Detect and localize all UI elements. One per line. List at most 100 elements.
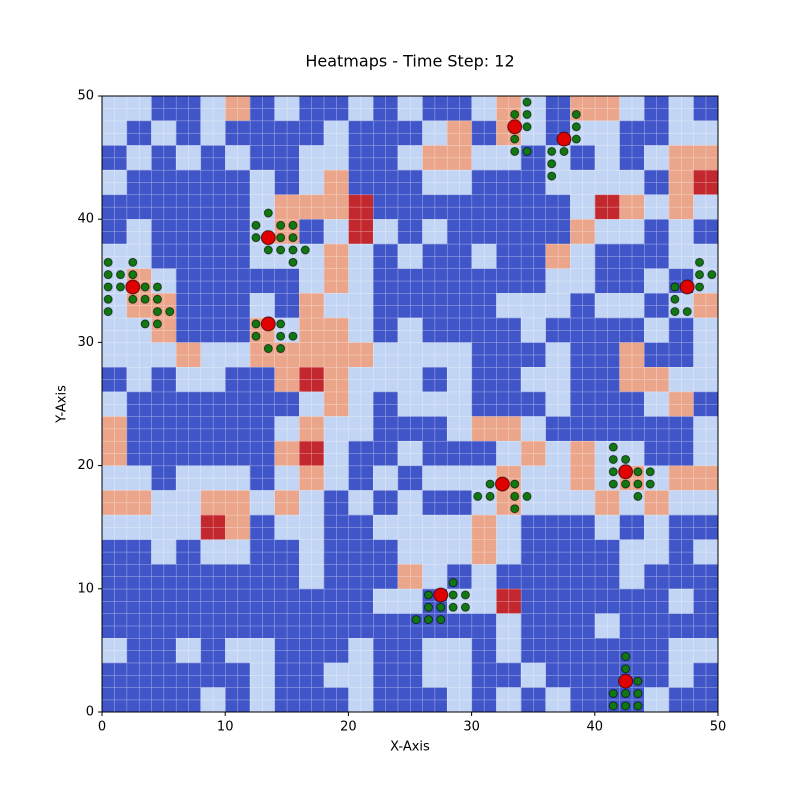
point — [633, 467, 643, 477]
point — [436, 615, 446, 625]
point — [621, 689, 631, 699]
point — [263, 245, 273, 255]
point — [679, 279, 695, 295]
point — [260, 316, 276, 332]
point — [448, 578, 458, 588]
point — [621, 652, 631, 662]
point — [276, 245, 286, 255]
point — [423, 590, 433, 600]
point — [152, 282, 162, 292]
point — [128, 294, 138, 304]
point — [276, 344, 286, 354]
point — [670, 282, 680, 292]
x-tick-label: 50 — [710, 720, 727, 735]
point — [608, 479, 618, 489]
point — [682, 307, 692, 317]
point — [448, 590, 458, 600]
point — [510, 109, 520, 119]
point — [621, 454, 631, 464]
point — [608, 467, 618, 477]
point — [263, 344, 273, 354]
point — [103, 257, 113, 267]
point — [152, 294, 162, 304]
point — [608, 454, 618, 464]
point — [140, 319, 150, 329]
point — [485, 479, 495, 489]
x-tick-label: 40 — [587, 720, 604, 735]
y-axis-label: Y-Axis — [55, 385, 70, 424]
point — [633, 479, 643, 489]
point — [522, 109, 532, 119]
point — [510, 146, 520, 156]
point — [510, 134, 520, 144]
y-tick-label: 30 — [77, 335, 94, 350]
point — [547, 146, 557, 156]
point — [251, 233, 261, 243]
point — [448, 602, 458, 612]
point — [288, 220, 298, 230]
point — [621, 664, 631, 674]
point — [423, 615, 433, 625]
point — [125, 279, 141, 295]
point — [510, 479, 520, 489]
point — [571, 109, 581, 119]
point — [559, 146, 569, 156]
point — [522, 146, 532, 156]
axes: 0 10 20 30 40 50 0 10 20 30 40 50 — [77, 89, 726, 735]
point — [608, 689, 618, 699]
point — [621, 479, 631, 489]
point — [522, 97, 532, 107]
point — [165, 307, 175, 317]
point — [288, 233, 298, 243]
point — [547, 159, 557, 169]
point — [522, 122, 532, 132]
point — [618, 464, 634, 480]
point — [251, 319, 261, 329]
point — [103, 270, 113, 280]
point — [251, 331, 261, 341]
point — [633, 491, 643, 501]
point — [507, 119, 523, 135]
point — [152, 307, 162, 317]
cell-grid — [102, 96, 718, 712]
point — [473, 491, 483, 501]
point — [460, 590, 470, 600]
x-tick-label: 10 — [217, 720, 234, 735]
x-tick-label: 30 — [463, 720, 480, 735]
point — [103, 307, 113, 317]
chart-title: Heatmaps - Time Step: 12 — [305, 52, 514, 71]
point — [276, 233, 286, 243]
point — [128, 270, 138, 280]
point — [300, 245, 310, 255]
point — [128, 257, 138, 267]
y-tick-label: 0 — [86, 705, 94, 720]
point — [608, 701, 618, 711]
point — [115, 282, 125, 292]
point — [633, 689, 643, 699]
point — [152, 319, 162, 329]
point — [571, 122, 581, 132]
point — [423, 602, 433, 612]
point — [140, 294, 150, 304]
point — [288, 245, 298, 255]
y-tick-label: 10 — [77, 581, 94, 596]
point — [276, 319, 286, 329]
point — [645, 467, 655, 477]
point — [263, 208, 273, 218]
point — [571, 134, 581, 144]
point — [251, 220, 261, 230]
point — [695, 282, 705, 292]
point — [707, 270, 717, 280]
point — [260, 230, 276, 246]
point — [556, 131, 572, 147]
point — [494, 476, 510, 492]
point — [645, 479, 655, 489]
x-tick-label: 20 — [340, 720, 357, 735]
point — [460, 602, 470, 612]
x-axis-label: X-Axis — [390, 740, 430, 755]
point — [621, 701, 631, 711]
point — [547, 171, 557, 181]
points — [103, 97, 717, 711]
point — [485, 491, 495, 501]
point — [140, 282, 150, 292]
